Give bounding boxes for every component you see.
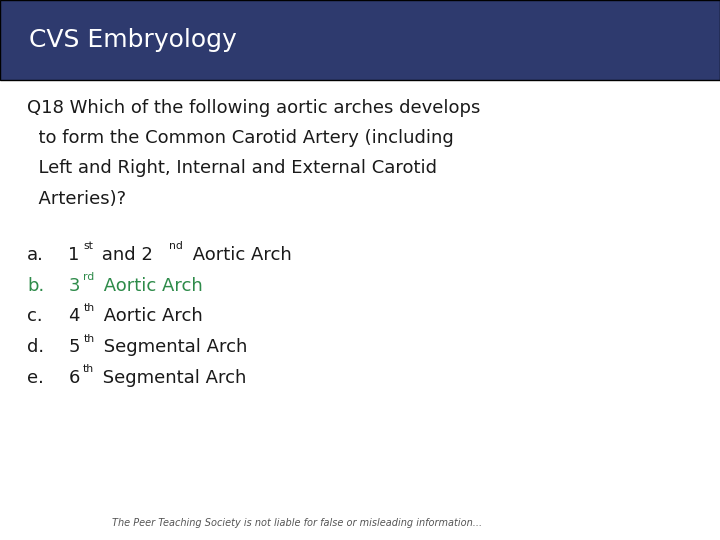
Text: nd: nd <box>169 241 183 251</box>
Text: CVS Embryology: CVS Embryology <box>29 28 237 52</box>
Text: Aortic Arch: Aortic Arch <box>98 276 202 295</box>
Text: 6: 6 <box>68 369 80 387</box>
Text: The Peer Teaching Society is not liable for false or misleading information...: The Peer Teaching Society is not liable … <box>112 518 482 528</box>
Text: Segmental Arch: Segmental Arch <box>98 338 247 356</box>
Text: Left and Right, Internal and External Carotid: Left and Right, Internal and External Ca… <box>27 159 437 177</box>
Text: 4: 4 <box>68 307 80 326</box>
FancyBboxPatch shape <box>0 0 720 80</box>
Text: 5: 5 <box>68 338 80 356</box>
Text: a.: a. <box>27 246 44 264</box>
Text: and 2: and 2 <box>96 246 153 264</box>
Text: b.: b. <box>27 276 45 295</box>
Text: Segmental Arch: Segmental Arch <box>97 369 247 387</box>
Text: 3: 3 <box>68 276 80 295</box>
Text: th: th <box>84 334 94 343</box>
Text: st: st <box>83 241 93 251</box>
Text: th: th <box>84 303 94 313</box>
Text: Q18 Which of the following aortic arches develops: Q18 Which of the following aortic arches… <box>27 99 481 117</box>
Text: Aortic Arch: Aortic Arch <box>98 307 202 326</box>
Text: 1: 1 <box>68 246 80 264</box>
Text: th: th <box>83 364 94 374</box>
Text: to form the Common Carotid Artery (including: to form the Common Carotid Artery (inclu… <box>27 129 454 147</box>
Text: e.: e. <box>27 369 44 387</box>
Text: c.: c. <box>27 307 43 326</box>
Text: d.: d. <box>27 338 45 356</box>
Text: Aortic Arch: Aortic Arch <box>187 246 292 264</box>
Text: rd: rd <box>84 272 94 282</box>
Text: Arteries)?: Arteries)? <box>27 190 127 207</box>
